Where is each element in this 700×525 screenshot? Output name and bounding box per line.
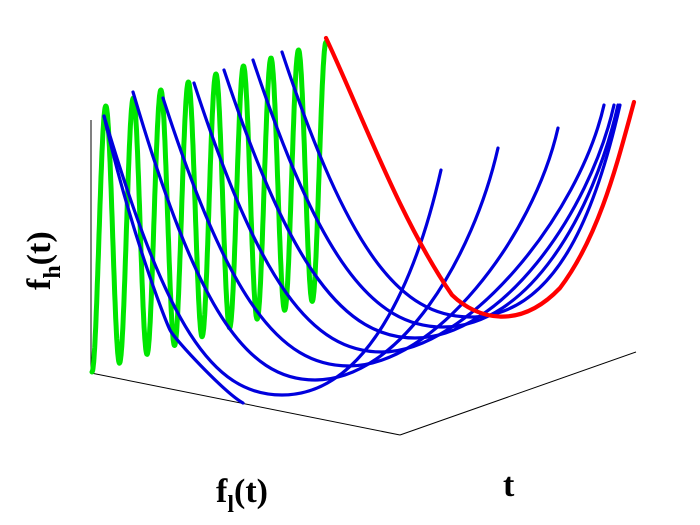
family-curve xyxy=(222,68,616,340)
left-base-label-arg: (t) xyxy=(234,473,268,510)
right-base-axis-line xyxy=(399,351,637,436)
right-base-axis-label: t xyxy=(503,467,515,504)
right-base-label: t xyxy=(503,467,515,504)
family-curve xyxy=(280,50,622,319)
family-curve xyxy=(102,114,245,405)
family-curve xyxy=(251,58,620,329)
axes xyxy=(90,120,637,436)
vertical-label-main: f xyxy=(21,278,58,290)
vertical-label-arg: (t) xyxy=(21,231,58,265)
envelope-curve xyxy=(323,35,637,319)
left-base-label-sub: l xyxy=(227,492,234,518)
curves-group xyxy=(89,35,637,405)
family-curve xyxy=(161,96,560,368)
vertical-label-sub: h xyxy=(40,265,66,278)
family-curve xyxy=(131,90,500,382)
family-curve xyxy=(102,114,443,397)
left-base-label-main: f xyxy=(216,473,228,510)
svg-text:fh(t): fh(t) xyxy=(21,231,66,290)
svg-text:fl(t): fl(t) xyxy=(216,473,268,518)
family-curve xyxy=(192,81,606,354)
left-base-axis-label: fl(t) xyxy=(216,473,268,518)
left-base-axis-line xyxy=(90,372,401,436)
vertical-axis-label: fh(t) xyxy=(21,231,66,290)
